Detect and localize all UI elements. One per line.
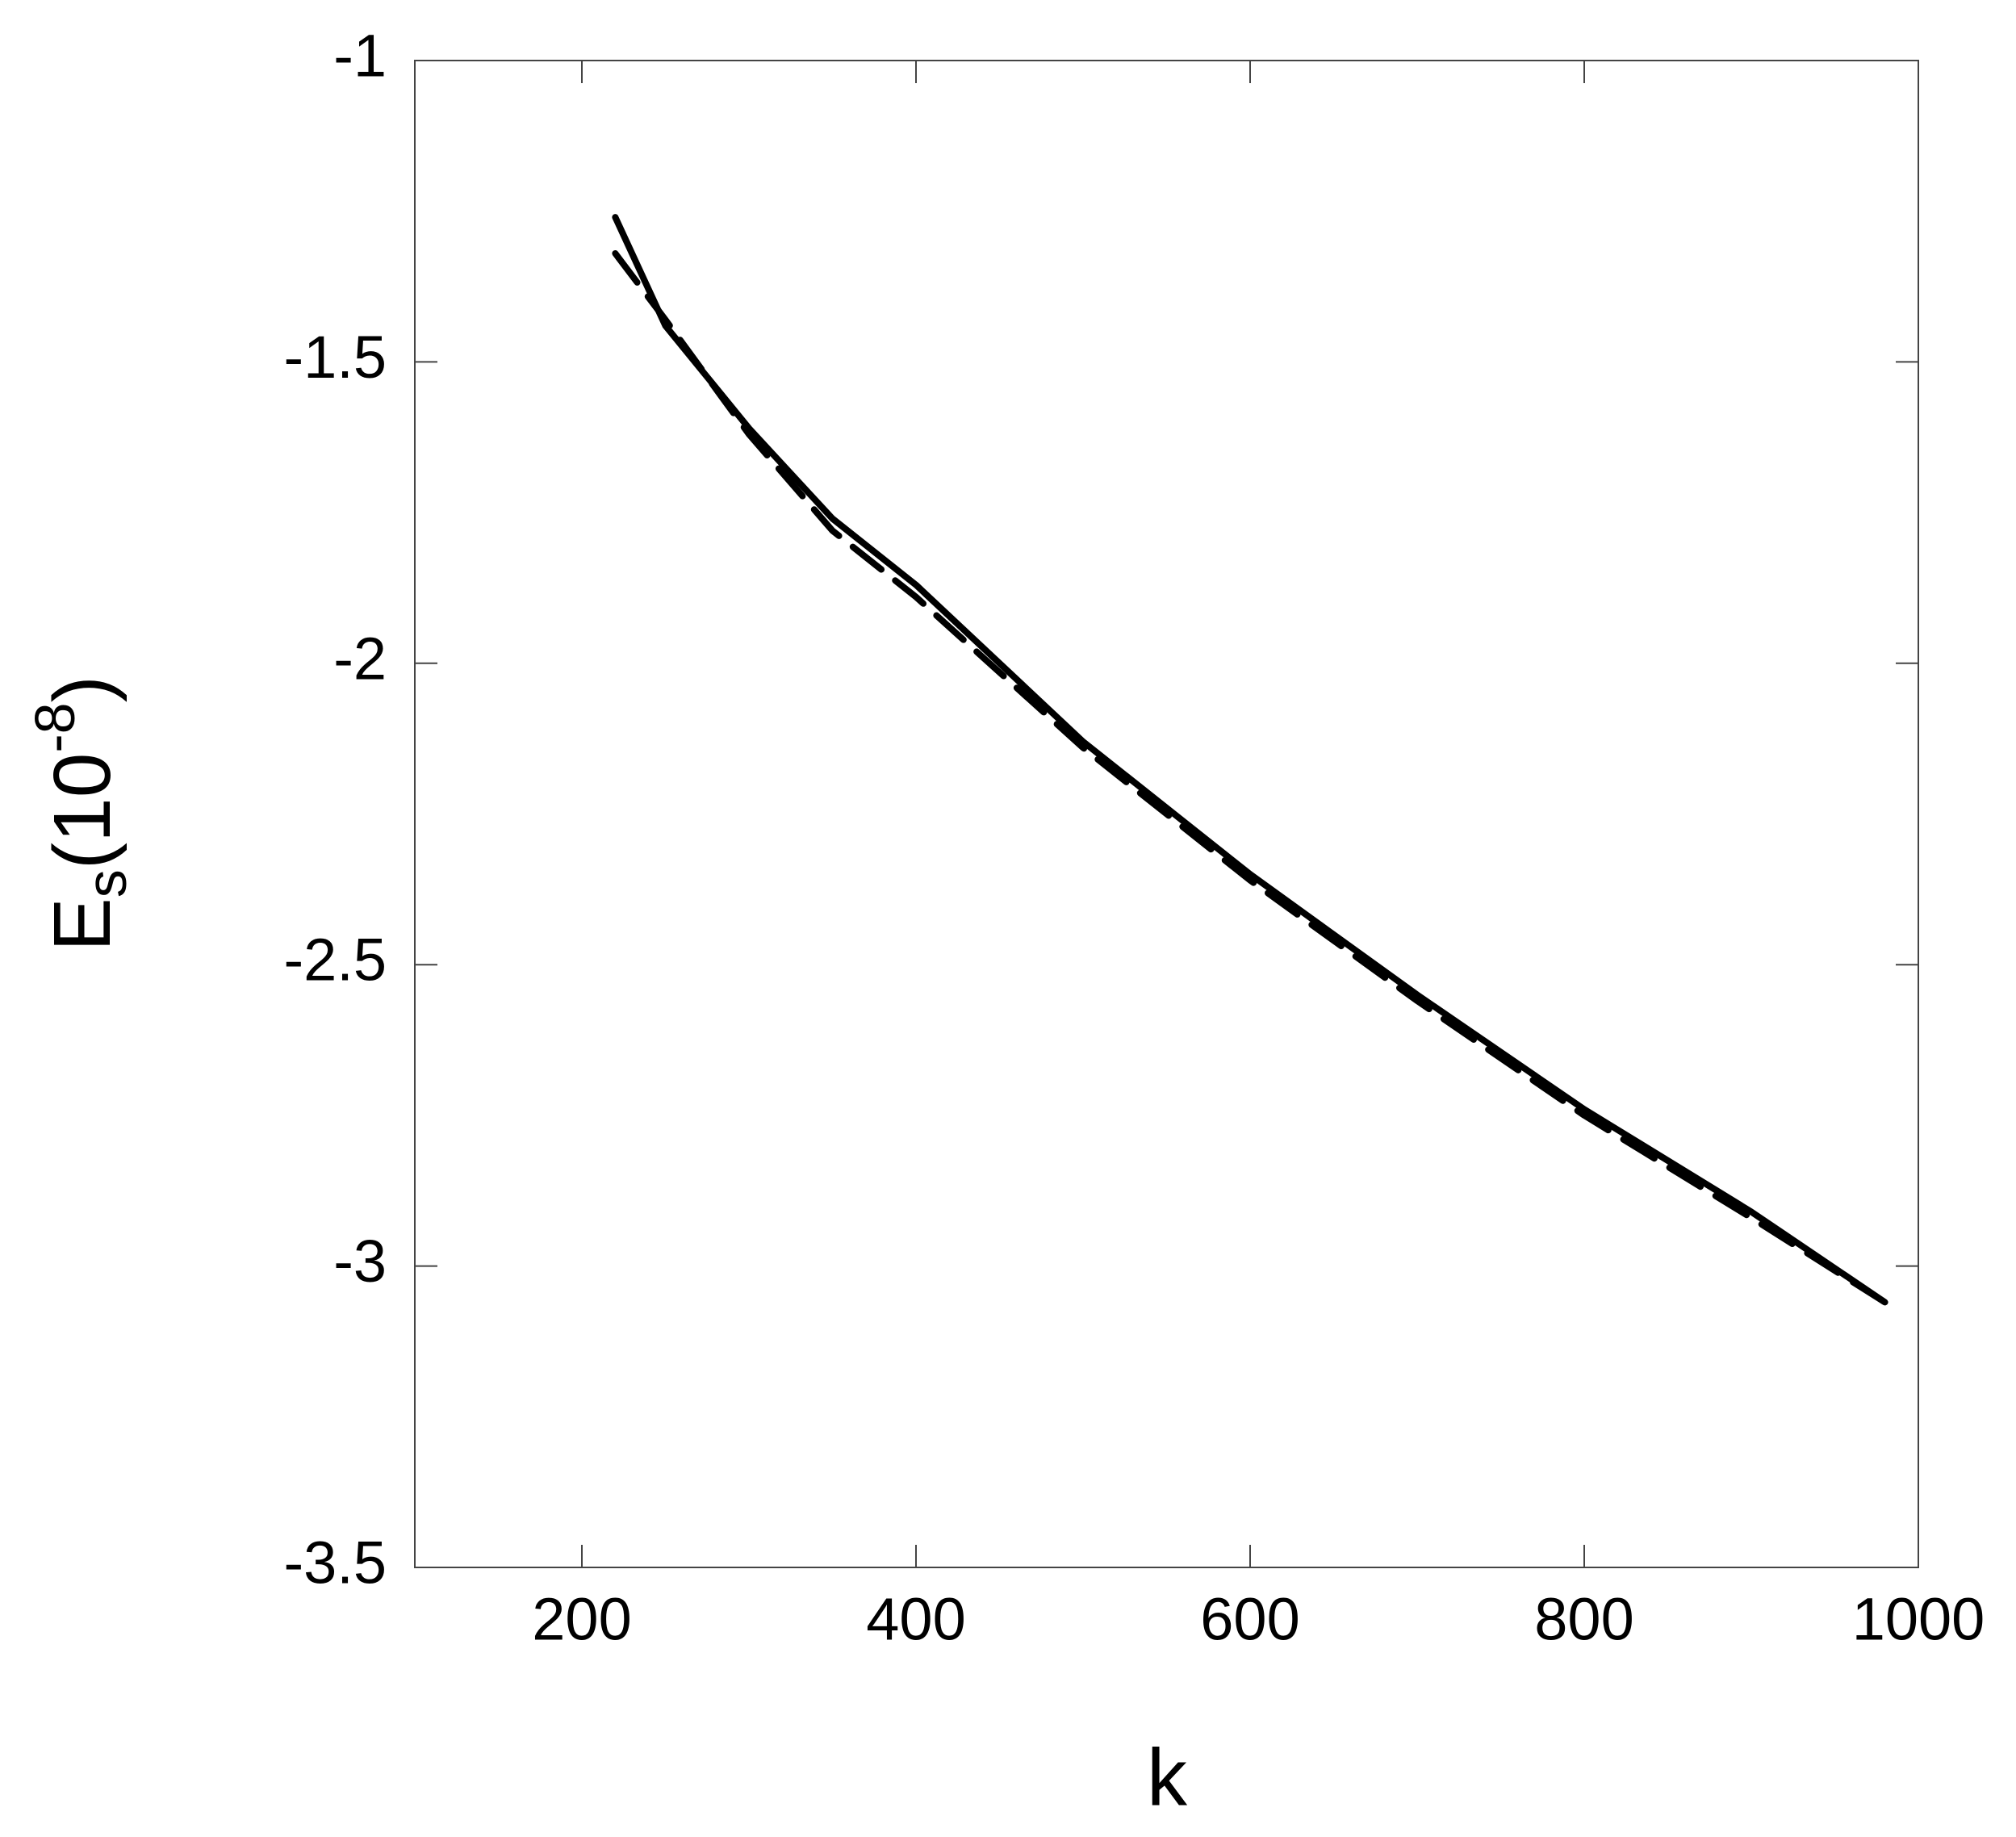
series-line (612, 249, 1888, 1306)
y-label-close: ) (37, 676, 128, 702)
y-label-sup: -8 (23, 702, 86, 752)
x-tick-label: 200 (532, 1586, 631, 1653)
y-tick-label: -3 (333, 1228, 387, 1295)
y-axis-label: Es(10-8) (23, 676, 138, 952)
x-axis-label: k (1147, 1732, 1188, 1822)
y-tick-label: -3.5 (283, 1529, 387, 1596)
y-tick-label: -1.5 (283, 324, 387, 391)
y-label-main: E (37, 898, 128, 952)
y-tick-label: -2.5 (283, 927, 387, 994)
series-line (612, 214, 1888, 1306)
y-label-sub: s (75, 869, 138, 898)
x-tick-label: 800 (1534, 1586, 1633, 1653)
x-tick-label: 1000 (1852, 1586, 1985, 1653)
plot-frame (414, 60, 1919, 1568)
y-tick-label: -2 (333, 625, 387, 692)
y-tick-label: -1 (333, 23, 387, 90)
y-label-open: (10 (37, 753, 128, 870)
x-tick-label: 400 (866, 1586, 965, 1653)
x-tick-label: 600 (1200, 1586, 1299, 1653)
